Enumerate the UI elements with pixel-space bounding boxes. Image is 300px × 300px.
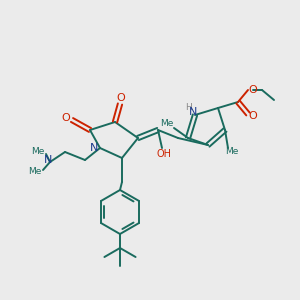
Text: O: O bbox=[249, 111, 257, 121]
Text: Me: Me bbox=[31, 148, 45, 157]
Text: O: O bbox=[249, 85, 257, 95]
Text: H: H bbox=[186, 103, 192, 112]
Text: O: O bbox=[61, 113, 70, 123]
Text: N: N bbox=[44, 155, 52, 165]
Text: Me: Me bbox=[160, 118, 174, 127]
Text: Me: Me bbox=[28, 167, 42, 176]
Text: N: N bbox=[189, 107, 197, 117]
Text: O: O bbox=[117, 93, 125, 103]
Text: OH: OH bbox=[157, 149, 172, 159]
Text: Me: Me bbox=[225, 148, 239, 157]
Text: N: N bbox=[90, 143, 98, 153]
